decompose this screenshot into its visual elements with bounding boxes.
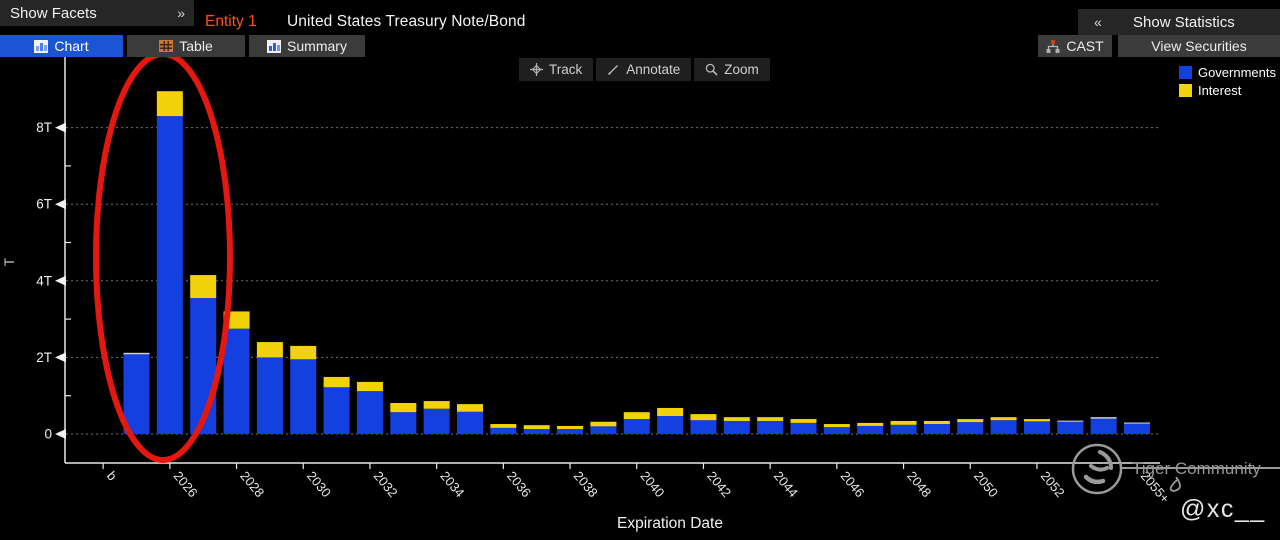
x-tick-label: b <box>104 468 120 483</box>
bar-2043[interactable] <box>723 417 750 434</box>
show-statistics-button[interactable]: « Show Statistics <box>1078 9 1280 35</box>
org-chart-icon <box>1046 39 1060 53</box>
x-tick-label: 2040 <box>637 468 667 500</box>
chevron-right-icon: » <box>177 5 185 21</box>
tab-chart-label: Chart <box>54 38 89 54</box>
pencil-icon <box>608 65 619 75</box>
legend-swatch <box>1178 65 1192 79</box>
tab-table-label: Table <box>179 38 213 54</box>
bar-2049[interactable] <box>923 420 950 434</box>
bar-2029[interactable] <box>256 342 283 434</box>
x-tick-label: 2026 <box>171 468 201 500</box>
chart-toolbar: Track Annotate Zoom <box>519 58 770 81</box>
legend-label: Interest <box>1197 82 1242 98</box>
tab-table[interactable]: Table <box>127 35 245 57</box>
y-tick-label: 8T <box>36 120 52 135</box>
bar-2053[interactable] <box>1057 420 1084 434</box>
tiger-community-logo <box>1071 443 1280 495</box>
bar-2027[interactable] <box>190 275 217 434</box>
bar-2044[interactable] <box>757 417 784 434</box>
y-tick-label: 2T <box>36 350 52 365</box>
bar-2039[interactable] <box>590 421 617 434</box>
chart-legend: Governments Interest <box>1178 64 1276 98</box>
table-icon <box>159 40 174 52</box>
x-tick-label: 2044 <box>771 468 801 500</box>
x-tick-label: 2048 <box>904 468 934 500</box>
bar-2025[interactable] <box>123 352 150 434</box>
bar-2032[interactable] <box>356 381 383 434</box>
bar-2048[interactable] <box>890 420 917 434</box>
x-tick-label: 2036 <box>504 468 534 500</box>
magnifier-icon <box>706 63 718 76</box>
crosshair-icon <box>530 63 543 76</box>
track-button[interactable]: Track <box>519 58 594 81</box>
bar-2055+[interactable] <box>1124 422 1150 434</box>
x-axis-title: Expiration Date <box>617 515 723 532</box>
security-title: United States Treasury Note/Bond <box>287 13 526 30</box>
bar-2040[interactable] <box>623 412 650 434</box>
bar-2045[interactable] <box>790 419 817 434</box>
bar-2031[interactable] <box>323 376 350 434</box>
bar-2036[interactable] <box>490 424 517 434</box>
view-securities-label: View Securities <box>1151 38 1247 54</box>
x-tick-label: 2052 <box>1038 468 1068 500</box>
show-facets-button[interactable]: Show Facets » <box>0 0 194 26</box>
watermark-community-text: Tiger Community <box>1132 459 1261 478</box>
bar-2035[interactable] <box>457 404 483 434</box>
bar-2033[interactable] <box>390 402 417 434</box>
tab-summary-label: Summary <box>287 38 347 54</box>
bar-chart-icon <box>267 39 282 53</box>
chevron-left-icon: « <box>1094 14 1102 30</box>
bar-2052[interactable] <box>1023 419 1050 434</box>
bar-2047[interactable] <box>857 422 884 434</box>
watermark-handle-text: @xc__ <box>1180 495 1266 523</box>
show-statistics-label: Show Statistics <box>1133 13 1235 31</box>
entity-label: Entity 1 <box>205 13 257 30</box>
x-tick-label: 2046 <box>838 468 868 500</box>
y-tick-label: 6T <box>36 197 52 212</box>
bar-2042[interactable] <box>690 414 717 434</box>
bar-2054[interactable] <box>1090 417 1117 434</box>
zoom-label: Zoom <box>724 62 759 77</box>
cast-label: CAST <box>1066 38 1104 54</box>
zoom-button[interactable]: Zoom <box>694 58 770 81</box>
track-label: Track <box>549 62 583 77</box>
show-facets-label: Show Facets <box>10 4 97 22</box>
legend-swatch <box>1178 83 1192 97</box>
y-tick-label: 0 <box>44 427 52 442</box>
bar-2030[interactable] <box>290 345 317 434</box>
cast-button[interactable]: CAST <box>1038 35 1112 57</box>
legend-label: Governments <box>1197 64 1276 80</box>
x-tick-label: 2038 <box>571 468 601 500</box>
x-tick-label: 2042 <box>704 468 734 500</box>
annotate-button[interactable]: Annotate <box>596 58 692 81</box>
y-axis-title: T <box>2 258 17 266</box>
x-tick-label: 2034 <box>437 468 467 500</box>
bar-2038[interactable] <box>557 425 584 434</box>
legend-item-governments[interactable]: Governments <box>1178 64 1276 80</box>
bar-2041[interactable] <box>657 407 684 434</box>
tab-chart[interactable]: Chart <box>0 35 123 57</box>
bar-2026[interactable] <box>156 91 183 435</box>
tab-summary[interactable]: Summary <box>249 35 365 57</box>
x-tick-label: 2030 <box>304 468 334 500</box>
x-tick-label: 2032 <box>371 468 401 500</box>
view-securities-button[interactable]: View Securities <box>1118 35 1280 57</box>
y-tick-label: 4T <box>36 273 52 288</box>
bar-chart-icon <box>34 39 49 53</box>
bar-2037[interactable] <box>523 425 550 434</box>
x-tick-label: 2028 <box>237 468 267 500</box>
legend-item-interest[interactable]: Interest <box>1178 82 1276 98</box>
bar-2050[interactable] <box>957 419 984 434</box>
x-tick-label: 2050 <box>971 468 1001 500</box>
bar-2051[interactable] <box>990 417 1017 434</box>
annotate-label: Annotate <box>626 62 681 77</box>
bar-2034[interactable] <box>423 401 450 434</box>
bar-2046[interactable] <box>823 424 850 434</box>
